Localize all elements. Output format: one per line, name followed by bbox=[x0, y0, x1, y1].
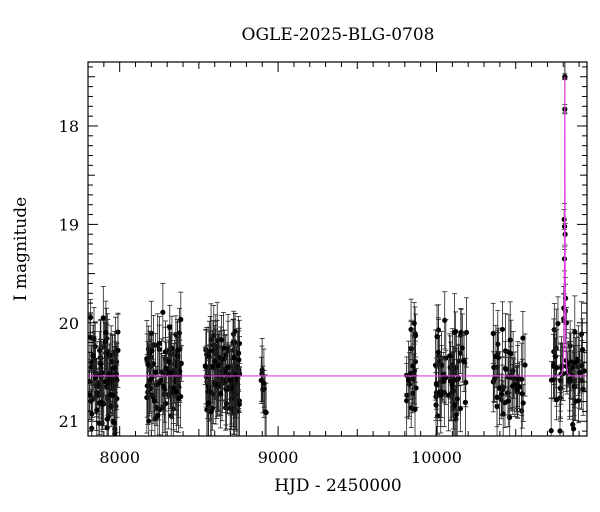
data-point bbox=[499, 301, 506, 358]
data-point bbox=[145, 341, 151, 388]
y-tick-label: 20 bbox=[59, 314, 79, 333]
data-point bbox=[496, 351, 503, 426]
x-tick-label: 10000 bbox=[411, 448, 462, 467]
data-point bbox=[572, 337, 579, 388]
data-point bbox=[227, 345, 233, 416]
data-point bbox=[202, 346, 208, 386]
data-point bbox=[411, 302, 417, 345]
plot-frame bbox=[87, 61, 588, 437]
data-point bbox=[178, 291, 184, 348]
y-axis-label: I magnitude bbox=[11, 197, 31, 301]
data-point bbox=[490, 302, 496, 365]
data-points bbox=[88, 62, 587, 436]
data-point bbox=[115, 312, 121, 388]
data-point bbox=[405, 340, 412, 420]
data-point bbox=[452, 293, 458, 372]
data-point bbox=[102, 321, 108, 362]
data-point bbox=[146, 381, 152, 436]
data-point bbox=[151, 380, 157, 422]
data-point bbox=[107, 375, 114, 414]
data-point bbox=[449, 352, 455, 418]
data-point bbox=[88, 299, 94, 336]
data-point bbox=[520, 311, 526, 366]
data-point bbox=[522, 333, 528, 397]
y-tick-label: 18 bbox=[59, 117, 79, 136]
data-point bbox=[433, 363, 440, 406]
data-point bbox=[516, 361, 523, 413]
data-point bbox=[548, 397, 554, 436]
data-point bbox=[170, 351, 177, 424]
data-point bbox=[163, 341, 169, 396]
data-point bbox=[98, 339, 104, 389]
data-point bbox=[505, 374, 511, 428]
data-point bbox=[519, 358, 525, 429]
data-point bbox=[503, 351, 509, 388]
x-tick-label: 8000 bbox=[99, 448, 140, 467]
data-point bbox=[410, 328, 416, 404]
data-point bbox=[520, 383, 526, 422]
data-point bbox=[495, 309, 501, 379]
data-point bbox=[160, 283, 166, 342]
data-point bbox=[212, 325, 218, 398]
data-point bbox=[167, 304, 173, 350]
data-point bbox=[103, 300, 109, 365]
y-tick-label: 21 bbox=[59, 412, 79, 431]
data-point bbox=[577, 350, 583, 394]
data-point bbox=[261, 348, 267, 418]
data-point bbox=[236, 327, 242, 392]
data-point bbox=[494, 367, 500, 428]
data-point bbox=[512, 351, 518, 418]
data-point bbox=[555, 296, 561, 351]
data-point bbox=[452, 365, 458, 436]
data-point bbox=[100, 286, 106, 350]
x-tick-label: 9000 bbox=[258, 448, 299, 467]
data-point bbox=[442, 291, 448, 350]
data-point bbox=[461, 331, 467, 392]
data-point bbox=[215, 330, 221, 402]
model-curve bbox=[88, 76, 587, 377]
data-point bbox=[102, 358, 108, 405]
data-point bbox=[567, 341, 573, 418]
data-point bbox=[205, 369, 212, 436]
x-axis-label: HJD - 2450000 bbox=[274, 476, 402, 496]
data-point bbox=[438, 356, 444, 434]
axis-ticks: 8000 9000 10000 18 19 20 21 bbox=[59, 62, 587, 467]
data-point bbox=[553, 379, 560, 421]
data-point bbox=[218, 315, 225, 365]
data-point bbox=[498, 373, 505, 415]
data-point bbox=[89, 389, 95, 436]
data-point bbox=[412, 374, 418, 436]
data-point bbox=[459, 313, 465, 383]
data-point bbox=[457, 384, 464, 433]
data-point bbox=[231, 319, 237, 396]
y-tick-label: 19 bbox=[59, 215, 79, 234]
plot-area bbox=[88, 62, 587, 436]
data-point bbox=[446, 333, 453, 379]
chart-title: OGLE-2025-BLG-0708 bbox=[242, 25, 435, 45]
data-point bbox=[155, 379, 161, 436]
data-point bbox=[236, 367, 242, 436]
